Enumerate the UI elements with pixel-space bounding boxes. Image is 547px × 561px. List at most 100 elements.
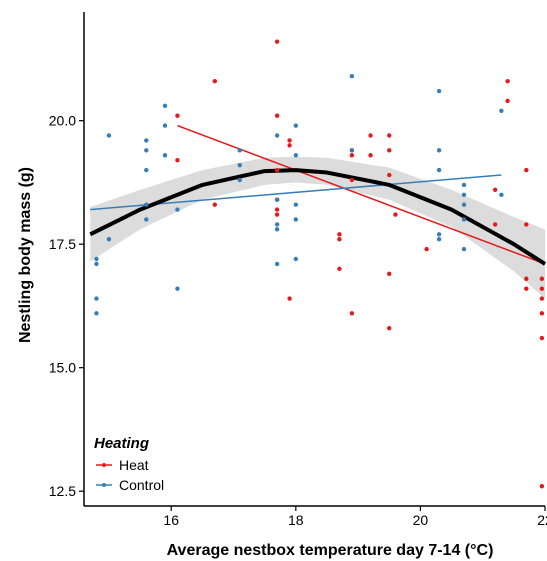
control-point: [237, 148, 242, 153]
control-point: [274, 197, 280, 202]
control-point: [274, 133, 280, 138]
control-point: [461, 192, 467, 197]
control-point: [436, 232, 442, 237]
heat-point: [274, 212, 280, 217]
axes-layer: [83, 12, 545, 507]
x-tick-label: 16: [163, 512, 179, 528]
heat-point: [387, 271, 392, 277]
heat-point: [539, 296, 545, 301]
heat-point: [524, 222, 529, 227]
control-point: [162, 103, 168, 109]
control-point: [461, 217, 467, 222]
control-point: [237, 162, 242, 168]
heat-point: [539, 484, 545, 489]
legend-key-point: [102, 463, 106, 467]
control-point: [274, 227, 280, 232]
heat-point: [337, 237, 342, 242]
control-point: [144, 138, 149, 143]
heat-point: [368, 153, 373, 158]
heat-point: [212, 202, 218, 207]
heat-point: [524, 286, 529, 291]
control-point: [461, 202, 467, 207]
control-point: [461, 246, 467, 252]
control-point: [436, 237, 442, 242]
heat-point: [175, 158, 180, 163]
heat-point: [274, 207, 280, 212]
y-axis-title: Nestling body mass (g): [17, 167, 34, 343]
heat-point: [387, 172, 392, 178]
heat-fit-line: [177, 124, 546, 265]
control-point: [144, 217, 149, 222]
control-point: [94, 256, 99, 262]
data-points-layer: [94, 39, 545, 489]
confidence-band-layer: [90, 156, 545, 299]
control-point: [106, 133, 112, 138]
heat-point: [274, 113, 280, 118]
heat-point: [349, 177, 355, 183]
control-point: [499, 108, 504, 114]
control-point: [144, 148, 149, 153]
heat-point: [287, 143, 292, 148]
heat-point: [492, 222, 498, 227]
control-point: [94, 311, 99, 316]
x-tick-label: 18: [288, 512, 304, 528]
legend-label-heat: Heat: [119, 457, 149, 473]
heat-point: [349, 311, 355, 316]
quadratic-fit-line: [89, 168, 547, 266]
control-point: [237, 177, 242, 183]
quadratic-fit-confidence-band: [90, 156, 545, 299]
legend-label-control: Control: [119, 477, 164, 493]
heat-point: [393, 212, 398, 217]
control-point: [293, 153, 299, 158]
heat-point: [524, 276, 529, 281]
y-tick-label: 12.5: [49, 483, 76, 499]
heat-point: [337, 266, 342, 272]
control-point: [106, 237, 112, 242]
heat-point: [368, 133, 373, 138]
ticks-layer: 16 18 20 22 12.5 15.0 17.5 20.0: [49, 113, 547, 528]
legend-title: Heating: [94, 435, 149, 452]
legend-key-point: [102, 483, 106, 487]
control-point: [175, 286, 180, 291]
heat-point: [387, 148, 392, 153]
control-point: [349, 148, 355, 153]
control-point: [94, 296, 99, 301]
control-point: [349, 74, 355, 79]
x-tick-label: 20: [413, 512, 429, 528]
legend: Heating Heat Control: [94, 435, 164, 493]
heat-point: [539, 311, 545, 316]
control-point: [162, 153, 168, 158]
heat-point: [387, 133, 392, 138]
heat-point: [505, 98, 510, 104]
heat-point: [505, 78, 510, 84]
x-axis-title: Average nestbox temperature day 7-14 (°C…: [167, 542, 494, 559]
heat-point: [539, 335, 545, 341]
heat-point: [349, 153, 355, 158]
control-point: [293, 202, 299, 207]
control-point: [293, 123, 299, 128]
legend-entries: Heat Control: [96, 457, 164, 493]
heat-point: [424, 246, 429, 252]
control-point: [499, 192, 504, 197]
heat-point: [524, 167, 529, 173]
control-point: [94, 261, 99, 267]
heat-point: [274, 39, 280, 44]
control-point: [436, 148, 442, 153]
heat-point: [212, 78, 218, 84]
control-point: [274, 222, 280, 227]
control-point: [274, 261, 280, 267]
heat-point: [274, 167, 280, 173]
control-point: [293, 256, 299, 262]
control-point: [175, 207, 180, 212]
heat-point: [387, 325, 392, 331]
control-point: [144, 167, 149, 173]
heat-point: [287, 296, 292, 301]
control-point: [436, 167, 442, 173]
control-point: [293, 217, 299, 222]
y-tick-label: 17.5: [49, 236, 76, 252]
heat-point: [337, 232, 342, 237]
control-point: [144, 202, 149, 207]
heat-point: [539, 286, 545, 291]
heat-point: [539, 276, 545, 281]
y-tick-label: 15.0: [49, 360, 76, 376]
